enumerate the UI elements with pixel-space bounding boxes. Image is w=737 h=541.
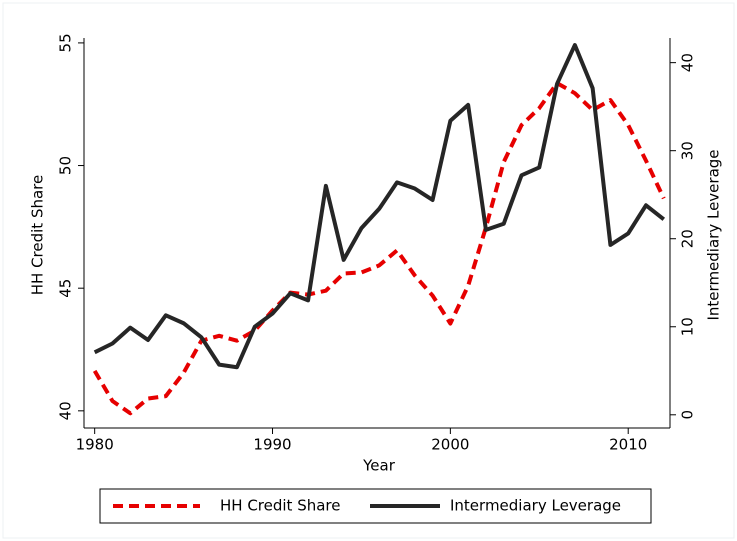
y-axis-label: HH Credit Share — [29, 175, 47, 296]
y2-tick-label: 10 — [679, 317, 697, 336]
y-tick-label: 45 — [57, 279, 75, 298]
y-tick-label: 55 — [57, 33, 75, 52]
x-tick-label: 1980 — [76, 436, 114, 454]
y2-tick-label: 0 — [679, 410, 697, 420]
y2-tick-label: 20 — [679, 229, 697, 248]
legend-label: HH Credit Share — [220, 497, 341, 515]
legend-label: Intermediary Leverage — [450, 497, 621, 515]
series-line — [92, 81, 666, 416]
y-tick-label: 50 — [57, 156, 75, 175]
y-tick-label: 40 — [57, 401, 75, 420]
y2-tick-label: 40 — [679, 53, 697, 72]
x-tick-label: 1990 — [253, 436, 291, 454]
x-tick-label: 2000 — [431, 436, 469, 454]
y2-tick-label: 30 — [679, 141, 697, 160]
y2-axis-label: Intermediary Leverage — [705, 149, 723, 320]
x-axis-label: Year — [362, 457, 396, 475]
legend-box — [99, 488, 652, 524]
series-line — [93, 43, 666, 370]
x-tick-label: 2010 — [609, 436, 647, 454]
